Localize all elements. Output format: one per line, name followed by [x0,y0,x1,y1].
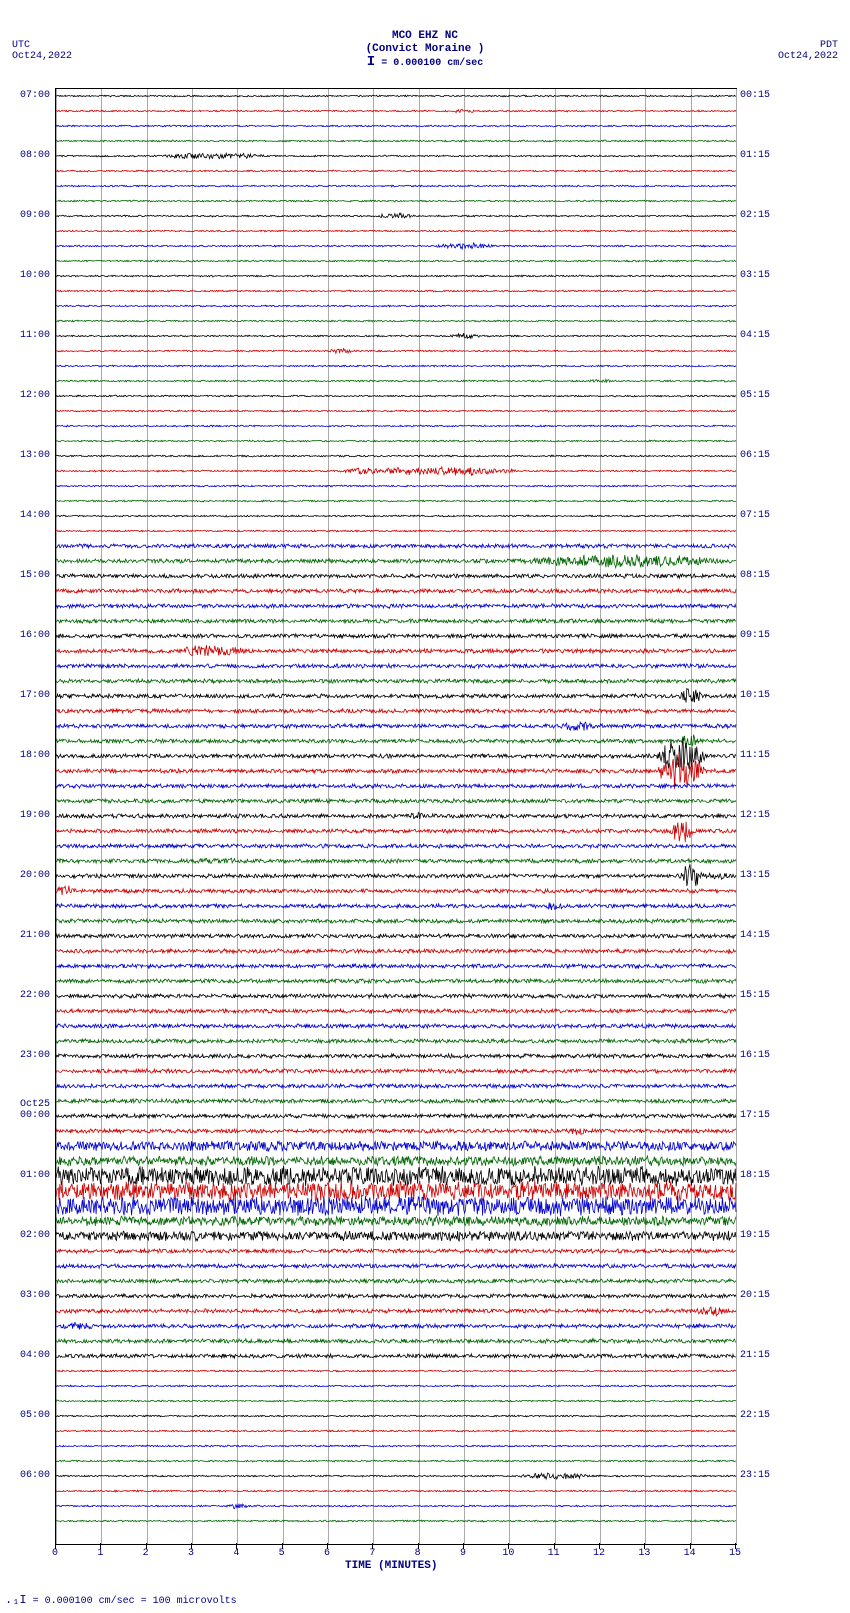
xaxis-tick-label: 9 [453,1548,473,1559]
pdt-time-label: 04:15 [740,330,790,341]
pdt-time-label: 13:15 [740,870,790,881]
utc-time-label: 02:00 [5,1230,50,1241]
utc-time-label: 22:00 [5,990,50,1001]
pdt-time-label: 17:15 [740,1110,790,1121]
tz-left-date: Oct24,2022 [12,51,72,62]
pdt-time-label: 16:15 [740,1050,790,1061]
pdt-time-label: 03:15 [740,270,790,281]
pdt-time-label: 10:15 [740,690,790,701]
utc-time-label: 11:00 [5,330,50,341]
pdt-time-label: 02:15 [740,210,790,221]
xaxis-title: TIME (MINUTES) [345,1560,437,1572]
xaxis-tick-label: 8 [408,1548,428,1559]
pdt-time-label: 15:15 [740,990,790,1001]
xaxis-tick-label: 10 [498,1548,518,1559]
pdt-time-label: 00:15 [740,90,790,101]
pdt-time-label: 18:15 [740,1170,790,1181]
utc-time-label: 09:00 [5,210,50,221]
pdt-time-label: 08:15 [740,570,790,581]
utc-time-label: 04:00 [5,1350,50,1361]
utc-time-label: 03:00 [5,1290,50,1301]
utc-time-label: 10:00 [5,270,50,281]
xaxis-tick-label: 0 [45,1548,65,1559]
pdt-time-label: 21:15 [740,1350,790,1361]
seismic-trace [56,1491,736,1551]
utc-time-label: Oct2500:00 [5,1099,50,1121]
station-code: MCO EHZ NC [0,30,850,43]
utc-time-label: 15:00 [5,570,50,581]
utc-time-label: 18:00 [5,750,50,761]
xaxis-tick-label: 13 [634,1548,654,1559]
pdt-time-label: 23:15 [740,1470,790,1481]
xaxis-tick-label: 1 [90,1548,110,1559]
pdt-time-label: 12:15 [740,810,790,821]
utc-time-label: 08:00 [5,150,50,161]
pdt-time-label: 05:15 [740,390,790,401]
seismogram-container: MCO EHZ NC (Convict Moraine ) I = 0.0001… [0,0,850,1613]
xaxis-tick-label: 3 [181,1548,201,1559]
utc-time-label: 23:00 [5,1050,50,1061]
pdt-time-label: 19:15 [740,1230,790,1241]
utc-time-label: 16:00 [5,630,50,641]
tz-right-date: Oct24,2022 [778,51,838,62]
utc-time-label: 12:00 [5,390,50,401]
utc-time-label: 19:00 [5,810,50,821]
xaxis-tick-label: 15 [725,1548,745,1559]
pdt-time-label: 09:15 [740,630,790,641]
utc-time-label: 17:00 [5,690,50,701]
footer-scale-text: = 0.000100 cm/sec = 100 microvolts [33,1596,237,1607]
station-location: (Convict Moraine ) [0,43,850,56]
xaxis-tick-label: 12 [589,1548,609,1559]
xaxis-tick-label: 6 [317,1548,337,1559]
xaxis-tick-label: 14 [680,1548,700,1559]
seismogram-plot [55,88,737,1545]
xaxis-tick-label: 7 [362,1548,382,1559]
pdt-time-label: 01:15 [740,150,790,161]
utc-time-label: 07:00 [5,90,50,101]
pdt-time-label: 14:15 [740,930,790,941]
utc-time-label: 06:00 [5,1470,50,1481]
header: MCO EHZ NC (Convict Moraine ) I = 0.0001… [0,30,850,70]
utc-time-label: 20:00 [5,870,50,881]
xaxis-tick-label: 5 [272,1548,292,1559]
tz-right: PDT Oct24,2022 [778,40,838,62]
tz-left: UTC Oct24,2022 [12,40,72,62]
utc-time-label: 21:00 [5,930,50,941]
xaxis-tick-label: 11 [544,1548,564,1559]
pdt-time-label: 06:15 [740,450,790,461]
pdt-time-label: 20:15 [740,1290,790,1301]
pdt-time-label: 07:15 [740,510,790,521]
utc-time-label: 13:00 [5,450,50,461]
tz-left-label: UTC [12,40,72,51]
tz-right-label: PDT [778,40,838,51]
pdt-time-label: 11:15 [740,750,790,761]
xaxis-tick-label: 2 [136,1548,156,1559]
utc-time-label: 01:00 [5,1170,50,1181]
xaxis-tick-label: 4 [226,1548,246,1559]
footer-scale: .₁I = 0.000100 cm/sec = 100 microvolts [5,1593,237,1607]
pdt-time-label: 22:15 [740,1410,790,1421]
utc-time-label: 14:00 [5,510,50,521]
utc-time-label: 05:00 [5,1410,50,1421]
